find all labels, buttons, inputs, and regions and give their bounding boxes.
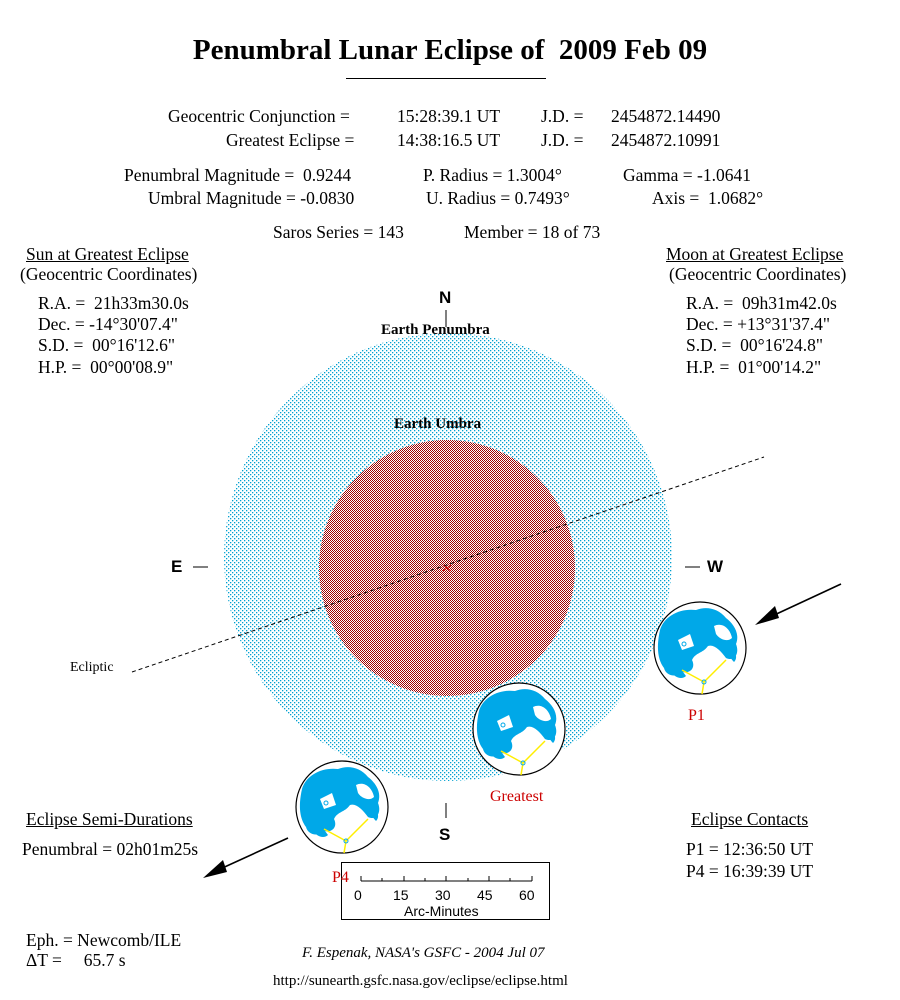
delta-t: ΔT = 65.7 s <box>26 950 126 970</box>
moon-subheading: (Geocentric Coordinates) <box>669 264 847 284</box>
west-label: W <box>707 557 724 576</box>
sun-heading: Sun at Greatest Eclipse <box>26 244 189 264</box>
p-radius: P. Radius = 1.3004° <box>423 165 562 185</box>
title-divider <box>346 78 546 79</box>
moon-greatest <box>472 682 566 776</box>
conjunction-time: 15:28:39.1 UT <box>397 106 501 126</box>
axis: Axis = 1.0682° <box>652 188 764 208</box>
contact-p1: P1 = 12:36:50 UT <box>686 839 814 859</box>
scale-tick-0: 0 <box>354 887 362 903</box>
sun-subheading: (Geocentric Coordinates) <box>20 264 198 284</box>
p4-label: P4 <box>332 869 349 886</box>
semi-durations-heading: Eclipse Semi-Durations <box>26 809 193 829</box>
conjunction-label: Geocentric Conjunction = <box>168 106 350 126</box>
moon-sd: S.D. = 00°16'24.8" <box>686 335 824 355</box>
scale-label: Arc-Minutes <box>404 903 479 919</box>
greatest-label-moon: Greatest <box>490 788 544 805</box>
scale-box <box>341 862 550 920</box>
moon-p1 <box>653 601 747 695</box>
scale-tick-30: 30 <box>435 887 451 903</box>
conjunction-jd-label: J.D. = <box>541 106 584 126</box>
contacts-heading: Eclipse Contacts <box>691 809 809 829</box>
ecliptic-line <box>131 456 765 673</box>
contact-p4: P4 = 16:39:39 UT <box>686 861 814 881</box>
greatest-label: Greatest Eclipse = <box>226 130 355 150</box>
ecliptic-label: Ecliptic <box>70 660 114 675</box>
arrow-icon-outgoing <box>203 837 289 878</box>
moon-heading: Moon at Greatest Eclipse <box>666 244 844 264</box>
saros-series: Saros Series = 143 <box>273 222 404 242</box>
scale-tick-15: 15 <box>393 887 409 903</box>
moon-dec: Dec. = +13°31'37.4" <box>686 314 830 334</box>
gamma: Gamma = -1.0641 <box>623 165 751 185</box>
greatest-time: 14:38:16.5 UT <box>397 130 501 150</box>
moon-hp: H.P. = 01°00'14.2" <box>686 357 822 377</box>
p1-label: P1 <box>688 707 705 724</box>
moon-ra: R.A. = 09h31m42.0s <box>686 293 837 313</box>
greatest-jd-label: J.D. = <box>541 130 584 150</box>
sun-sd: S.D. = 00°16'12.6" <box>38 335 176 355</box>
umbral-magnitude: Umbral Magnitude = -0.0830 <box>148 188 355 208</box>
scale-tick-45: 45 <box>477 887 493 903</box>
penumbral-magnitude: Penumbral Magnitude = 0.9244 <box>124 165 352 185</box>
south-label: S <box>439 825 451 844</box>
semi-duration-penumbral: Penumbral = 02h01m25s <box>22 839 199 859</box>
umbra-label: Earth Umbra <box>394 416 482 432</box>
north-label: N <box>439 288 452 307</box>
u-radius: U. Radius = 0.7493° <box>426 188 570 208</box>
credit: F. Espenak, NASA's GSFC - 2004 Jul 07 <box>302 945 545 961</box>
east-label: E <box>171 557 183 576</box>
sun-dec: Dec. = -14°30'07.4" <box>38 314 178 334</box>
page-title: Penumbral Lunar Eclipse of 2009 Feb 09 <box>192 34 708 66</box>
greatest-jd: 2454872.10991 <box>611 130 721 150</box>
moon-p4 <box>295 760 389 854</box>
sun-ra: R.A. = 21h33m30.0s <box>38 293 189 313</box>
saros-member: Member = 18 of 73 <box>464 222 601 242</box>
source-url[interactable]: http://sunearth.gsfc.nasa.gov/eclipse/ec… <box>273 973 568 989</box>
conjunction-jd: 2454872.14490 <box>611 106 721 126</box>
penumbra-label: Earth Penumbra <box>381 322 490 338</box>
arrow-icon-incoming <box>755 583 842 625</box>
ephemeris: Eph. = Newcomb/ILE <box>26 930 182 950</box>
scale-tick-60: 60 <box>519 887 535 903</box>
scale-bar <box>360 876 533 882</box>
sun-hp: H.P. = 00°00'08.9" <box>38 357 174 377</box>
